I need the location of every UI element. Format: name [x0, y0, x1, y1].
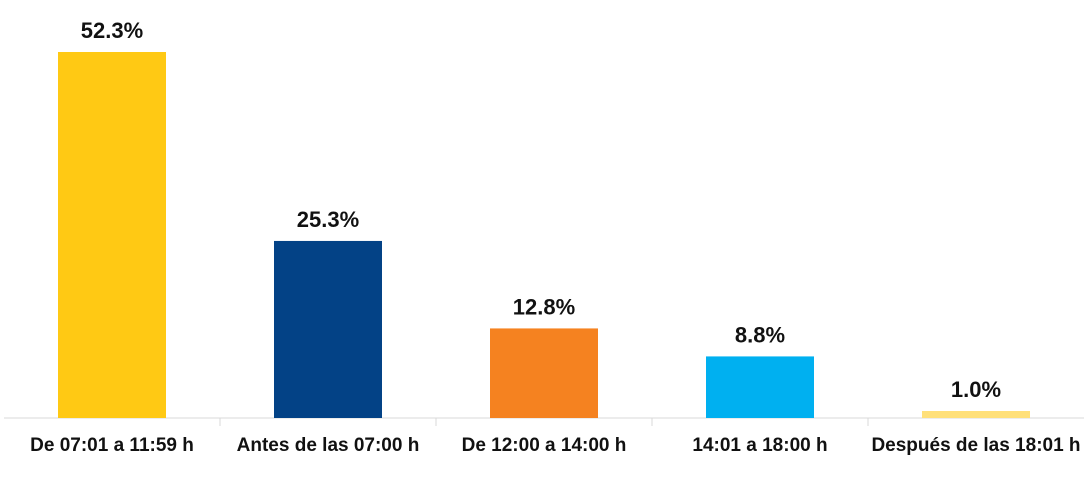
- value-label: 12.8%: [513, 294, 575, 319]
- x-tick-label: 14:01 a 18:00 h: [692, 435, 828, 456]
- value-label: 8.8%: [735, 322, 785, 347]
- x-tick-label: De 07:01 a 11:59 h: [30, 435, 194, 456]
- x-tick-label: Antes de las 07:00 h: [236, 435, 420, 456]
- bar: [490, 328, 598, 418]
- value-label: 52.3%: [81, 18, 143, 43]
- bar: [58, 52, 166, 418]
- bar: [922, 411, 1030, 418]
- value-label: 25.3%: [297, 207, 359, 232]
- value-label: 1.0%: [951, 377, 1001, 402]
- bar: [274, 240, 382, 418]
- x-tick-label: De 12:00 a 14:00 h: [461, 435, 627, 456]
- x-tick-label: Después de las 18:01 h: [871, 435, 1081, 456]
- bar: [706, 356, 814, 418]
